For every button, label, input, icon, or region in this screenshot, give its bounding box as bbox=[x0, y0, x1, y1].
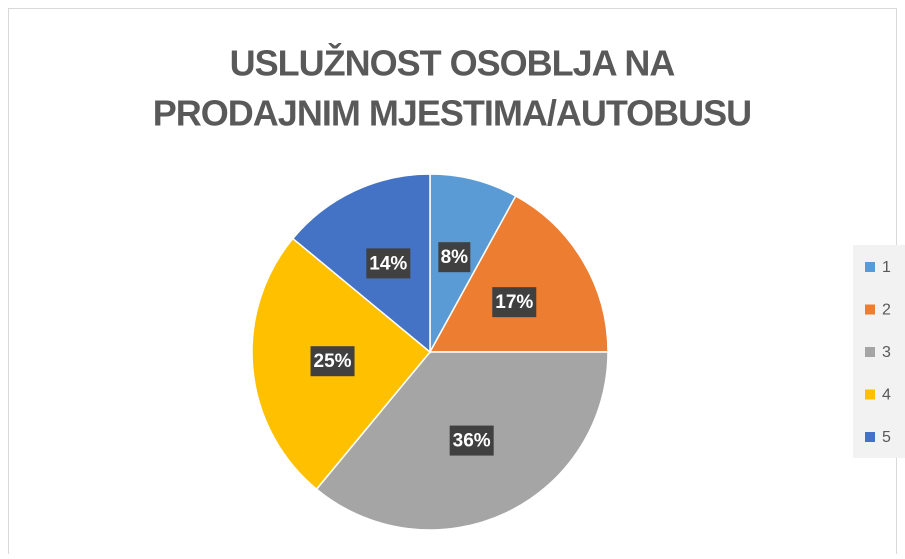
pie-slice bbox=[428, 194, 609, 353]
data-label: 25% bbox=[314, 351, 352, 372]
legend-label: 5 bbox=[882, 429, 891, 446]
legend-label: 3 bbox=[882, 344, 891, 361]
data-label-box bbox=[449, 425, 494, 456]
data-label-box bbox=[492, 287, 537, 318]
legend-swatch bbox=[865, 389, 875, 400]
legend-swatch bbox=[865, 432, 875, 442]
chart-title: USLUŽNOST OSOBLJA NA bbox=[230, 42, 676, 84]
legend-label: 1 bbox=[882, 259, 891, 276]
data-label: 17% bbox=[495, 292, 533, 313]
legend-swatch bbox=[865, 347, 875, 357]
pie-slice bbox=[429, 173, 517, 353]
data-label-box bbox=[310, 346, 355, 377]
legend-swatch bbox=[865, 304, 875, 315]
legend-label: 2 bbox=[882, 302, 891, 319]
legend-label: 4 bbox=[882, 387, 891, 404]
legend-swatch bbox=[865, 262, 875, 272]
data-label: 8% bbox=[441, 247, 469, 268]
data-label: 14% bbox=[369, 253, 407, 274]
chart-title: PRODAJNIM MJESTIMA/AUTOBUSU bbox=[153, 93, 751, 134]
pie-slice bbox=[291, 173, 431, 354]
data-label-box bbox=[366, 248, 411, 279]
data-label-box bbox=[438, 242, 471, 273]
legend-box bbox=[853, 245, 905, 458]
data-label: 36% bbox=[453, 431, 491, 452]
